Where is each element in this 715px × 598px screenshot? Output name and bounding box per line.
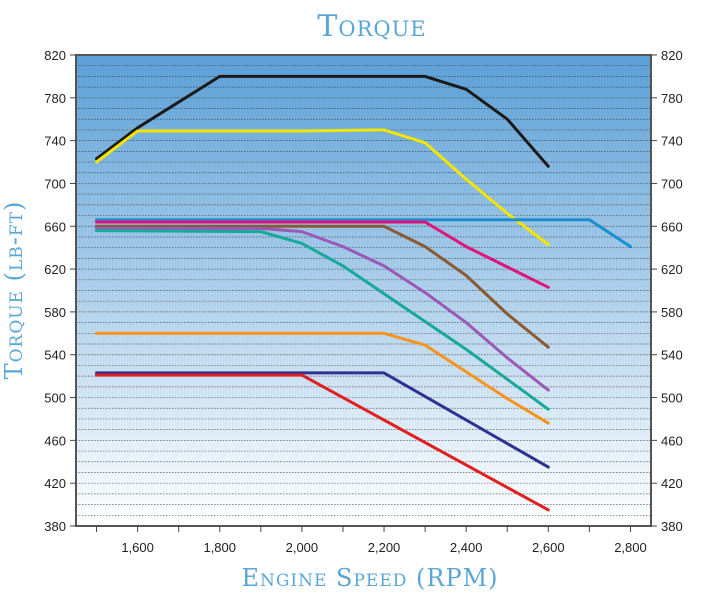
y-tick-label-right: 380	[661, 519, 683, 534]
y-tick-label-right: 500	[661, 391, 683, 406]
x-axis-label: Engine Speed (RPM)	[241, 564, 498, 592]
series-line	[95, 218, 632, 249]
y-tick-label-left: 700	[44, 176, 66, 191]
series-line	[95, 220, 550, 289]
y-tick-label-right: 420	[661, 476, 683, 491]
y-axis-label: Torque (lb-ft)	[0, 201, 28, 380]
plot-area-border	[75, 54, 652, 527]
plot-area-background	[76, 55, 651, 526]
x-tick-label: 2,200	[368, 540, 401, 555]
series-lines	[95, 74, 632, 512]
y-tick-label-right: 820	[661, 48, 683, 63]
chart-title: Torque	[317, 9, 426, 44]
y-tick-label-right: 580	[661, 305, 683, 320]
series-line	[95, 371, 550, 469]
y-tick-label-right: 620	[661, 262, 683, 277]
y-tick-label-right: 660	[661, 219, 683, 234]
y-tick-label-left: 380	[44, 519, 66, 534]
x-tick-label: 1,800	[203, 540, 236, 555]
y-tick-label-left: 420	[44, 476, 66, 491]
x-tick-label: 2,000	[286, 540, 319, 555]
axis-ticks: 380 380 420 420 460 460 500 500 540 540 580 580 620 6…	[44, 48, 682, 555]
y-tick-label-left: 660	[44, 219, 66, 234]
y-tick-label-left: 620	[44, 262, 66, 277]
series-line	[95, 226, 550, 392]
series-line	[95, 74, 550, 168]
x-tick-label: 2,600	[532, 540, 565, 555]
y-tick-label-left: 780	[44, 91, 66, 106]
series-line	[95, 229, 550, 411]
y-tick-label-right: 460	[661, 433, 683, 448]
x-tick-label: 2,400	[450, 540, 483, 555]
y-tick-label-right: 780	[661, 91, 683, 106]
y-tick-label-right: 540	[661, 348, 683, 363]
y-tick-label-left: 500	[44, 391, 66, 406]
y-tick-label-left: 740	[44, 134, 66, 149]
y-tick-label-left: 540	[44, 348, 66, 363]
y-tick-label-left: 580	[44, 305, 66, 320]
series-line	[95, 224, 550, 349]
x-tick-label: 1,600	[121, 540, 154, 555]
series-line	[95, 128, 550, 246]
y-tick-label-left: 460	[44, 433, 66, 448]
series-line	[95, 331, 550, 425]
y-tick-label-left: 820	[44, 48, 66, 63]
y-tick-label-right: 700	[661, 176, 683, 191]
series-line	[95, 373, 550, 512]
x-tick-label: 2,800	[614, 540, 647, 555]
y-tick-label-right: 740	[661, 134, 683, 149]
